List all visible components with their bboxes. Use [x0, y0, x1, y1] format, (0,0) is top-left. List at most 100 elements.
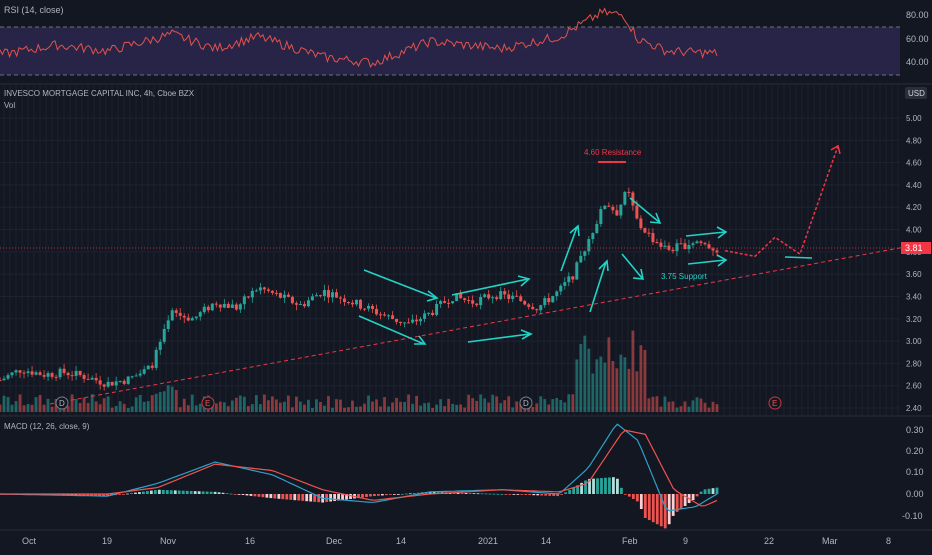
volume-bar: [439, 399, 443, 412]
candle-body: [242, 296, 246, 305]
current-price-tag: [901, 242, 931, 254]
candle-body: [318, 295, 322, 297]
volume-bar: [122, 403, 126, 412]
macd-histogram-bar: [86, 494, 90, 496]
macd-histogram-bar: [476, 493, 480, 495]
volume-bar: [186, 405, 190, 412]
macd-histogram-bar: [249, 494, 253, 496]
volume-bar: [451, 403, 455, 412]
annotation-line: [784, 256, 813, 259]
candle-body: [499, 291, 503, 300]
volume-bar: [74, 399, 78, 412]
price-tick: 4.40: [906, 181, 922, 190]
volume-bar: [463, 407, 467, 412]
candle-body: [278, 292, 282, 298]
rsi-panel: RSI (14, close) 80.00 60.00 40.00: [0, 5, 929, 76]
macd-histogram-bar: [134, 492, 137, 494]
macd-histogram-bar: [651, 494, 655, 523]
macd-histogram-bar: [572, 487, 575, 494]
price-tick: 5.00: [906, 114, 922, 123]
macd-histogram-bar: [345, 494, 348, 500]
volume-bar: [643, 349, 647, 412]
candle-body: [531, 306, 535, 310]
volume-bar: [403, 401, 406, 412]
volume-bar: [214, 403, 218, 412]
volume-bar: [455, 404, 459, 412]
volume-bar: [359, 406, 362, 412]
candle-body: [154, 349, 158, 368]
macd-histogram-bar: [679, 494, 683, 509]
candle-body: [379, 314, 383, 316]
macd-histogram-bar: [560, 494, 564, 495]
macd-histogram-bar: [130, 493, 133, 494]
event-marker-label: D: [523, 399, 529, 408]
candle-body: [519, 296, 523, 302]
earnings-marker[interactable]: [768, 396, 782, 410]
candle-body: [367, 305, 371, 309]
volume-bar: [26, 404, 30, 412]
volume-bar: [411, 403, 414, 412]
volume-bar: [551, 399, 555, 412]
volume-bar: [222, 402, 226, 412]
dividend-marker[interactable]: [519, 396, 533, 410]
volume-bar: [351, 400, 354, 412]
volume-bar: [559, 399, 563, 412]
candles: [0, 187, 719, 391]
time-tick: 16: [245, 536, 255, 546]
volume-bar: [647, 398, 651, 412]
volume-bar: [387, 406, 390, 412]
macd-histogram-bar: [225, 493, 229, 494]
macd-histogram-bar: [213, 491, 217, 494]
macd-histogram-bar: [70, 494, 74, 496]
volume-bar: [563, 402, 567, 412]
volume-bar: [6, 397, 10, 412]
price-axis[interactable]: 5.004.804.604.404.204.003.803.603.403.20…: [906, 114, 922, 413]
candle-body: [282, 294, 286, 298]
candle-body: [26, 371, 30, 373]
volume-bar: [242, 396, 246, 412]
support-label: 3.75 Support: [661, 272, 708, 281]
earnings-marker[interactable]: [201, 396, 215, 410]
macd-histogram-bar: [233, 494, 237, 495]
macd-histogram-bar: [516, 494, 520, 495]
event-marker-label: D: [59, 399, 65, 408]
macd-histogram-bar: [412, 493, 416, 494]
volume-bar: [50, 406, 54, 412]
macd-histogram-bar: [201, 491, 205, 494]
volume-bar: [599, 356, 603, 412]
candle-body: [487, 294, 491, 299]
candle-body: [234, 304, 238, 310]
volume-bar: [379, 406, 382, 412]
macd-histogram-bar: [138, 492, 141, 494]
volume-bar: [475, 400, 479, 412]
macd-histogram-bar: [695, 494, 699, 497]
volume-bar: [170, 386, 174, 412]
macd-histogram-bar: [683, 494, 687, 506]
candle-body: [118, 380, 122, 382]
macd-histogram-bar: [173, 490, 177, 494]
dividend-marker[interactable]: [55, 396, 69, 410]
macd-histogram-bar: [241, 494, 245, 495]
macd-panel: MACD (12, 26, close, 9) 0.30 0.20 0.10 0…: [0, 422, 924, 529]
candle-body: [567, 276, 571, 283]
candle-body: [126, 376, 130, 384]
time-axis[interactable]: Oct 19 Nov 16 Dec 14 2021 14 Feb 9 22 Ma…: [22, 536, 891, 546]
volume-bar: [270, 396, 274, 412]
macd-histogram-bar: [468, 493, 472, 494]
macd-histogram: [0, 477, 719, 529]
volume-bar: [266, 400, 270, 412]
candle-body: [511, 295, 515, 299]
macd-histogram-bar: [512, 494, 516, 495]
volume-bar: [675, 407, 679, 412]
rsi-line: [0, 7, 718, 69]
candle-body: [391, 315, 395, 319]
candle-body: [539, 305, 543, 311]
candle-body: [403, 322, 407, 324]
annotation-arrow: [687, 254, 728, 267]
volume-bar: [531, 407, 535, 412]
candle-body: [30, 371, 34, 375]
volume-bar: [38, 395, 42, 412]
volume-bar: [471, 398, 475, 412]
candle-body: [703, 243, 707, 245]
